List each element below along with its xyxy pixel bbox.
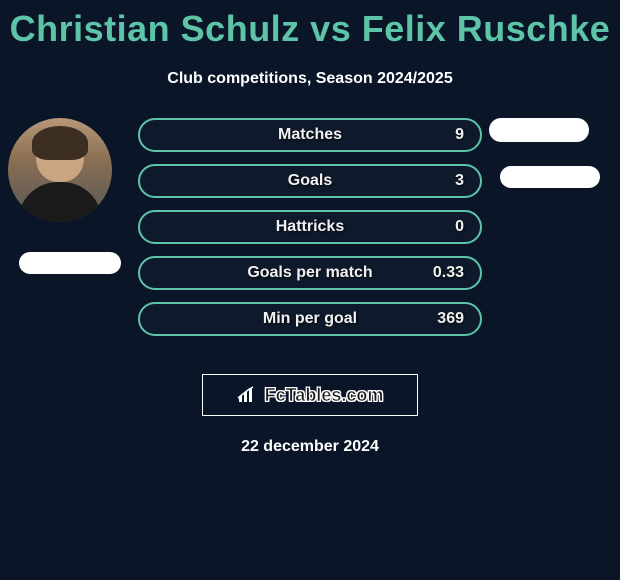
page-title: Christian Schulz vs Felix Ruschke	[0, 0, 620, 50]
stat-value: 369	[437, 310, 464, 328]
subtitle: Club competitions, Season 2024/2025	[0, 70, 620, 88]
stat-value: 0.33	[433, 264, 464, 282]
stat-row-goals-per-match: Goals per match 0.33	[138, 256, 482, 290]
stat-label: Matches	[278, 126, 342, 144]
stat-label: Goals per match	[247, 264, 372, 282]
stat-value: 3	[455, 172, 464, 190]
stat-row-goals: Goals 3	[138, 164, 482, 198]
player-right-pill-2	[500, 166, 600, 188]
stat-label: Goals	[288, 172, 332, 190]
bar-chart-icon	[237, 386, 259, 404]
comparison-area: Matches 9 Goals 3 Hattricks 0 Goals per …	[0, 118, 620, 368]
stats-list: Matches 9 Goals 3 Hattricks 0 Goals per …	[138, 118, 482, 348]
stat-row-hattricks: Hattricks 0	[138, 210, 482, 244]
date-text: 22 december 2024	[0, 438, 620, 456]
stat-value: 0	[455, 218, 464, 236]
stat-row-matches: Matches 9	[138, 118, 482, 152]
player-left-name-pill	[19, 252, 121, 274]
brand-text: FcTables.com	[265, 385, 384, 406]
avatar-body-shape	[18, 182, 102, 222]
stat-label: Hattricks	[276, 218, 344, 236]
stat-row-min-per-goal: Min per goal 369	[138, 302, 482, 336]
player-right-pill-1	[489, 118, 589, 142]
stat-value: 9	[455, 126, 464, 144]
player-left-avatar	[8, 118, 112, 222]
stat-label: Min per goal	[263, 310, 357, 328]
brand-attribution: FcTables.com	[202, 374, 418, 416]
